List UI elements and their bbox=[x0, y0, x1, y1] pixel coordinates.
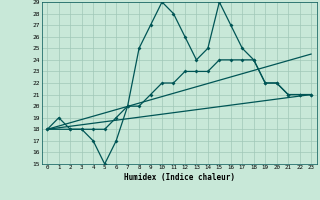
X-axis label: Humidex (Indice chaleur): Humidex (Indice chaleur) bbox=[124, 173, 235, 182]
